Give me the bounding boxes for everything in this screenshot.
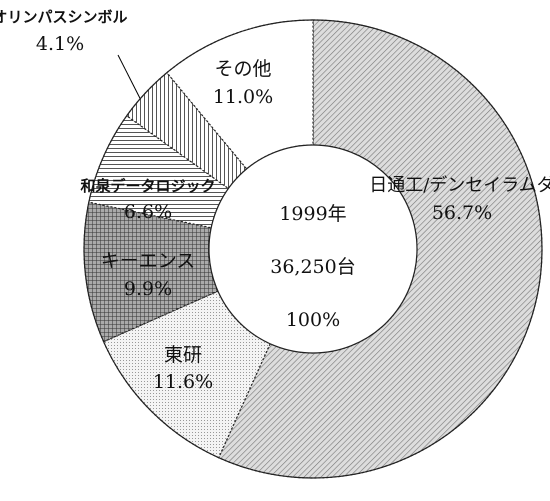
- value-label: 11.6%: [153, 371, 213, 393]
- value-label: 56.7%: [432, 202, 492, 224]
- outline: [83, 19, 543, 479]
- slice-label: オリンパスシンボル: [0, 8, 128, 26]
- value-label: 9.9%: [124, 278, 172, 300]
- value-label: 11.0%: [213, 86, 273, 108]
- slice-label: 日通工/デンセイラムダ: [369, 175, 550, 196]
- slice-label: キーエンス: [101, 250, 196, 272]
- slice-label: 和泉データロジック: [80, 177, 215, 195]
- hole: [208, 144, 418, 354]
- center-label: 36,250台: [270, 256, 355, 278]
- slice-label: その他: [214, 58, 271, 80]
- center-label: 1999年: [279, 203, 346, 225]
- center-label: 100%: [286, 309, 340, 331]
- slice-label: 東研: [164, 344, 202, 366]
- value-label: 4.1%: [36, 33, 84, 55]
- value-label: 6.6%: [124, 201, 172, 223]
